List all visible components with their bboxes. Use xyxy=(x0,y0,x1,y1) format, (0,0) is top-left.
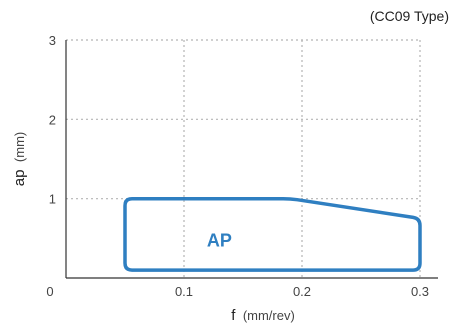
x-axis-title: f (mm/rev) xyxy=(231,307,295,324)
y-axis-title: ap (mm) xyxy=(11,132,28,186)
x-tick-label: 0.1 xyxy=(175,284,193,299)
y-axis-label: ap xyxy=(11,170,28,187)
x-axis-unit: (mm/rev) xyxy=(243,308,295,323)
axes xyxy=(65,40,438,279)
origin-label: 0 xyxy=(46,284,53,299)
region-outline xyxy=(123,196,422,272)
y-tick-label: 1 xyxy=(49,192,56,207)
region-label: AP xyxy=(207,230,232,250)
x-tick-label: 0.2 xyxy=(293,284,311,299)
grid-lines xyxy=(66,39,421,278)
x-axis-label: f xyxy=(231,307,236,324)
operating-region xyxy=(123,196,422,272)
x-tick-label: 0.3 xyxy=(411,284,429,299)
y-tick-label: 3 xyxy=(49,33,56,48)
y-tick-label: 2 xyxy=(49,112,56,127)
type-annotation: (CC09 Type) xyxy=(369,8,449,24)
y-axis-unit: (mm) xyxy=(12,132,27,162)
tick-labels: 0.1 0.2 0.3 1 2 3 xyxy=(49,33,429,299)
